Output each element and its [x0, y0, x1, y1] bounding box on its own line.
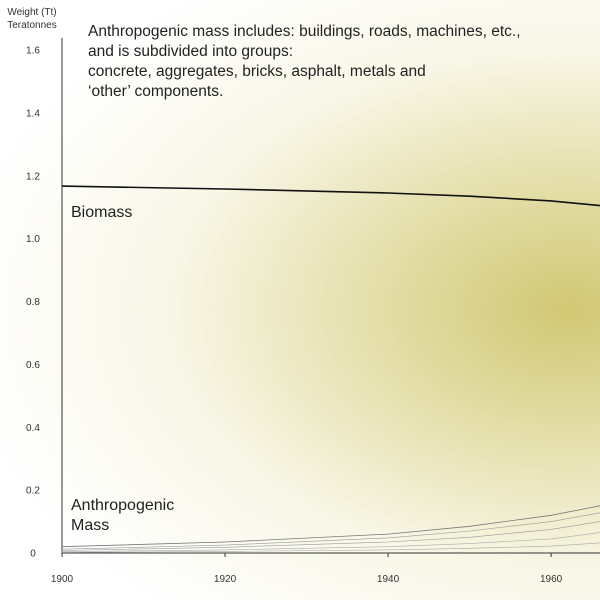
- y-tick-label: 0.4: [26, 423, 40, 434]
- x-tick-label: 1920: [214, 574, 237, 585]
- y-axis-label: Weight (Tt) Teratonnes: [0, 6, 64, 32]
- anthropogenic-component-line: [61, 521, 600, 551]
- axes: 0 0.2 0.4 0.6 0.8 1.0 1.2 1.4 1.6 1900 1920 1940 196…: [26, 38, 600, 585]
- anthropogenic-label: Anthropogenic: [71, 497, 174, 514]
- y-axis-label-line: Weight (Tt): [7, 7, 57, 18]
- x-tick-label: 1900: [51, 574, 74, 585]
- y-tick-label: 1.2: [26, 171, 40, 182]
- annotation-line: concrete, aggregates, bricks, asphalt, m…: [88, 63, 426, 80]
- annotation-text: Anthropogenic mass includes: buildings, …: [88, 22, 558, 102]
- y-tick-label: 1.4: [26, 108, 40, 119]
- series-layer: [61, 185, 600, 553]
- y-tick-label: 0: [30, 549, 36, 560]
- anthropogenic-component-line: [61, 542, 600, 553]
- biomass-line: [61, 185, 600, 207]
- anthropogenic-component-line: [61, 512, 600, 550]
- y-tick-label: 0.8: [26, 297, 40, 308]
- biomass-label: Biomass: [71, 204, 132, 221]
- labels-layer: Biomass Anthropogenic Mass: [71, 204, 174, 534]
- anthropogenic-component-line: [61, 532, 600, 552]
- annotation-line: ‘other’ components.: [88, 83, 224, 100]
- anthropogenic-label: Mass: [71, 517, 109, 534]
- x-tick-label: 1940: [377, 574, 400, 585]
- anthropogenic-line: [61, 505, 600, 548]
- y-tick-label: 1.6: [26, 46, 40, 57]
- y-tick-label: 0.6: [26, 360, 40, 371]
- x-tick-label: 1960: [540, 574, 563, 585]
- annotation-line: Anthropogenic mass includes: buildings, …: [88, 23, 521, 40]
- y-tick-label: 1.0: [26, 234, 40, 245]
- y-tick-label: 0.2: [26, 486, 40, 497]
- y-axis-label-line: Teratonnes: [7, 20, 57, 31]
- annotation-line: and is subdivided into groups:: [88, 43, 294, 60]
